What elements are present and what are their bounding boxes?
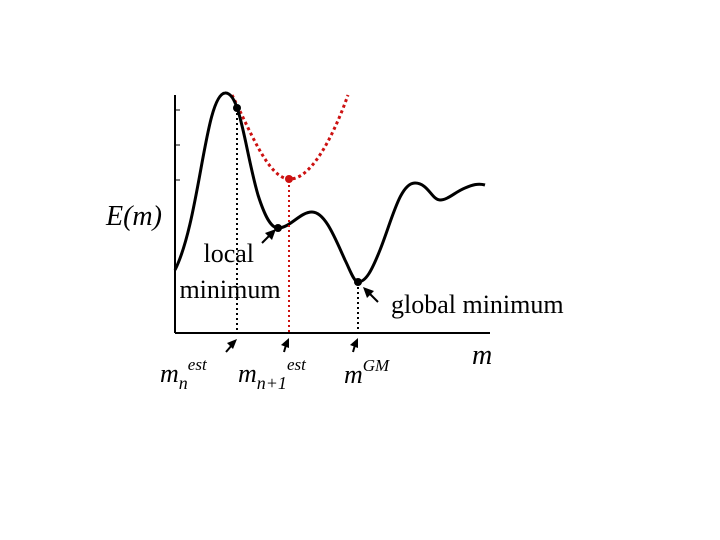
arrow-m-n1-est <box>281 338 289 353</box>
arrow-local-minimum <box>261 229 276 244</box>
point-local-minimum <box>274 224 282 232</box>
arrow-global-minimum <box>363 287 379 303</box>
arrow-m-gm <box>350 338 358 353</box>
y-axis-label: E(m) <box>105 201 162 232</box>
label-m-gm: mGM <box>344 356 390 389</box>
label-m-n1-est: mn+1est <box>238 355 307 393</box>
point-global-minimum <box>354 278 362 286</box>
label-m-n-est: mnest <box>160 355 208 393</box>
arrow-m-n-est <box>225 339 237 353</box>
point-quadratic-minimum <box>285 175 293 183</box>
global-minimum-label: global minimum <box>391 290 564 319</box>
local-minimum-label: local minimum <box>179 239 280 304</box>
quadratic-approximation-curve <box>230 94 350 181</box>
energy-curve <box>173 91 486 284</box>
point-current-estimate <box>233 104 241 112</box>
y-axis-ticks <box>175 109 180 181</box>
x-axis-label: m <box>472 340 492 371</box>
